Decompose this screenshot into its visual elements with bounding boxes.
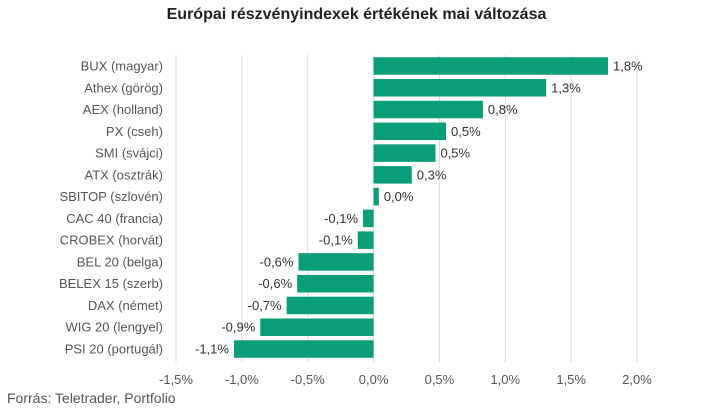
category-label: BUX (magyar)	[81, 59, 163, 74]
bar	[363, 209, 374, 228]
category-label: SBITOP (szlovén)	[59, 189, 163, 204]
category-label: SMI (svájci)	[95, 146, 163, 161]
bar	[373, 79, 547, 97]
value-label: 0,3%	[417, 167, 447, 182]
bar	[297, 274, 374, 293]
value-label: 1,8%	[613, 59, 643, 74]
value-label: -1,1%	[195, 342, 229, 357]
bar	[373, 187, 379, 206]
bar	[260, 318, 374, 336]
x-tick-label: 0,0%	[359, 372, 389, 387]
bar	[373, 144, 436, 162]
value-label: 0,5%	[451, 124, 481, 139]
labels: -1,5% -1,0% -0,5% 0,0% 0,5% 1,0% 1,5% 2,0% BUX (…	[59, 59, 652, 388]
value-label: -0,6%	[258, 276, 292, 291]
value-label: -0,7%	[248, 298, 282, 313]
category-label: BELEX 15 (szerb)	[59, 276, 163, 291]
x-tick-label: -0,5%	[291, 372, 325, 387]
value-label: -0,1%	[319, 233, 353, 248]
category-label: WIG 20 (lengyel)	[65, 320, 163, 335]
value-label: 0,0%	[384, 189, 414, 204]
bar	[373, 100, 483, 119]
value-label: 0,5%	[440, 146, 470, 161]
category-label: CROBEX (horvát)	[60, 233, 163, 248]
x-tick-label: 1,5%	[556, 372, 586, 387]
value-label: -0,6%	[260, 254, 294, 269]
value-label: -0,1%	[324, 211, 358, 226]
x-tick-label: 1,0%	[490, 372, 520, 387]
bar	[286, 296, 374, 315]
value-label: 1,3%	[551, 80, 581, 95]
x-tick-label: 2,0%	[622, 372, 652, 387]
x-tick-label: -1,5%	[159, 372, 193, 387]
bar	[357, 231, 374, 249]
category-label: DAX (német)	[88, 298, 163, 313]
category-label: Athex (görög)	[84, 80, 163, 95]
category-label: PSI 20 (portugál)	[65, 342, 163, 357]
value-label: -0,9%	[221, 320, 255, 335]
bar	[233, 340, 374, 358]
category-label: PX (cseh)	[106, 124, 163, 139]
x-tick-label: 0,5%	[425, 372, 455, 387]
chart-title: Európai részvényindexek értékének mai vá…	[166, 6, 547, 23]
source-note: Forrás: Teletrader, Portfolio	[7, 390, 176, 406]
category-label: BEL 20 (belga)	[77, 254, 163, 269]
x-tick-label: -1,0%	[225, 372, 259, 387]
bar	[373, 57, 609, 75]
value-label: 0,8%	[488, 102, 518, 117]
category-label: ATX (osztrák)	[85, 167, 164, 182]
category-label: CAC 40 (francia)	[66, 211, 163, 226]
category-label: AEX (holland)	[83, 102, 163, 117]
bar	[373, 166, 412, 184]
bars	[233, 57, 609, 358]
bar	[298, 253, 374, 271]
bar	[373, 122, 447, 141]
